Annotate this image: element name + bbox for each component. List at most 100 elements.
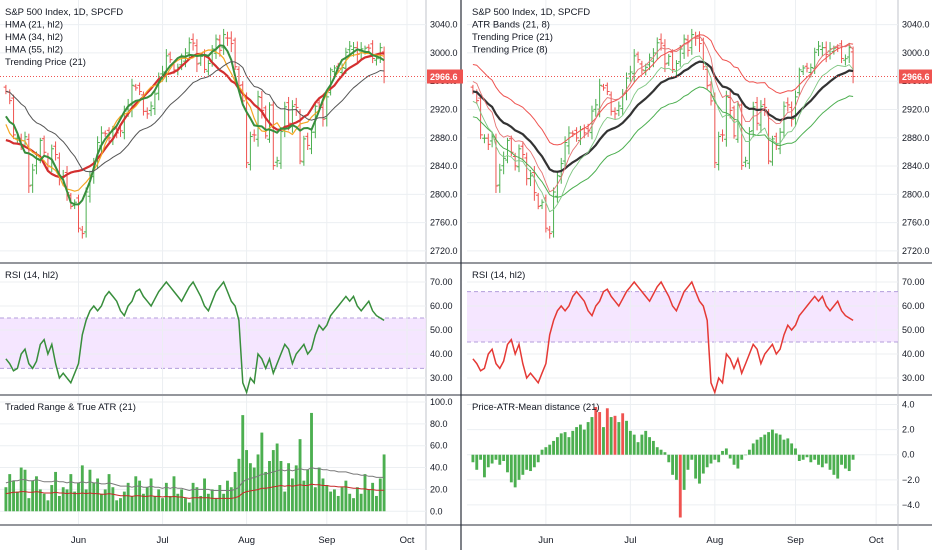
traded-range-bar	[50, 485, 54, 512]
y-tick-label: 20.0	[430, 484, 448, 494]
distance-bar	[590, 417, 594, 455]
y-tick-label: 40.00	[902, 349, 925, 359]
y-tick-label: 60.0	[430, 441, 448, 451]
distance-bar	[832, 454, 836, 475]
distance-bar	[751, 443, 755, 455]
traded-range-bar	[317, 467, 321, 512]
y-tick-label: 50.00	[902, 325, 925, 335]
traded-range-bar	[321, 478, 325, 512]
distance-bar	[513, 454, 517, 488]
traded-range-bar	[275, 443, 279, 512]
distance-bar	[479, 454, 483, 460]
distance-bar	[786, 438, 790, 455]
price-badge-box	[899, 69, 932, 84]
x-tick-label: Aug	[706, 535, 723, 546]
traded-range-bar	[279, 461, 283, 512]
distance-bar	[471, 454, 475, 463]
traded-range-bar	[306, 469, 310, 512]
y-tick-label: 50.00	[430, 325, 453, 335]
y-tick-label: 2800.0	[902, 189, 930, 199]
distance-bar	[575, 427, 579, 455]
traded-range-bar	[180, 489, 184, 512]
legend-entry: RSI (14, hl2)	[5, 270, 58, 281]
y-tick-label: 2880.0	[902, 133, 930, 143]
y-tick-label: 2840.0	[902, 161, 930, 171]
traded-range-bar	[119, 498, 122, 512]
distance-bar	[843, 454, 847, 469]
legend-entry: HMA (55, hl2)	[5, 45, 63, 56]
traded-range-bar	[141, 493, 145, 512]
distance-bar	[778, 434, 782, 455]
distance-bar	[594, 407, 598, 455]
price-badge: 2966.6	[902, 72, 930, 82]
legend-entry: S&P 500 Index, 1D, SPCFD	[472, 7, 590, 18]
traded-range-bar	[122, 491, 126, 512]
traded-range-bar	[344, 480, 348, 512]
trending-price-8-upper	[472, 35, 854, 193]
x-tick-label: Sep	[318, 535, 335, 546]
traded-range-bar	[4, 487, 8, 512]
rsi-band	[0, 318, 426, 369]
distance-bar	[698, 454, 701, 484]
legend-entry: S&P 500 Index, 1D, SPCFD	[5, 7, 123, 18]
y-tick-label: 2720.0	[430, 246, 458, 256]
distance-bar	[659, 449, 663, 455]
y-tick-label: 2880.0	[430, 133, 458, 143]
traded-range-bar	[229, 487, 233, 512]
traded-range-bar	[290, 478, 294, 512]
legend-entry: Trending Price (21)	[472, 32, 553, 43]
distance-bar	[605, 408, 609, 455]
traded-range-bar	[348, 493, 352, 512]
traded-range-bar	[96, 478, 100, 512]
traded-range-bar	[115, 500, 119, 512]
traded-range-bar	[161, 498, 164, 512]
y-tick-label: 2920.0	[430, 104, 458, 114]
y-tick-label: 60.00	[430, 301, 453, 311]
distance-bar	[763, 434, 767, 455]
trending-price-21-line	[472, 60, 854, 173]
traded-range-bar	[252, 467, 256, 512]
atr-band-lower	[472, 86, 854, 198]
y-tick-label: 70.00	[902, 277, 925, 287]
distance-bar	[824, 454, 828, 464]
traded-range-bar	[126, 482, 130, 512]
distance-bar	[828, 454, 832, 470]
traded-range-bar	[164, 482, 168, 512]
y-tick-label: 2720.0	[902, 246, 930, 256]
atr-signal-line	[5, 483, 385, 499]
distance-bar	[682, 454, 686, 490]
traded-range-bar	[233, 471, 237, 512]
traded-range-bar	[310, 412, 313, 512]
y-tick-label: 2760.0	[430, 218, 458, 228]
rsi-band	[467, 291, 898, 342]
legend-entry: Traded Range & True ATR (21)	[5, 402, 136, 413]
distance-bar	[767, 432, 771, 455]
distance-bar	[628, 430, 632, 455]
legend-entry: HMA (34, hl2)	[5, 32, 63, 43]
y-tick-label: 2920.0	[902, 104, 930, 114]
legend-entry: ATR Bands (21, 8)	[472, 20, 550, 31]
distance-bar	[490, 454, 494, 464]
y-tick-label: 40.00	[430, 349, 453, 359]
x-tick-label: Oct	[869, 535, 884, 546]
rsi-line	[5, 280, 385, 395]
y-tick-label: 2760.0	[902, 218, 930, 228]
traded-range-bar	[248, 463, 252, 512]
atr-band-upper	[472, 34, 854, 146]
x-tick-label: Oct	[400, 535, 415, 546]
x-tick-label: Jul	[156, 535, 168, 546]
distance-bar	[563, 432, 567, 455]
traded-range-bar	[302, 480, 306, 512]
distance-bar	[617, 422, 621, 455]
distance-bar	[655, 447, 659, 455]
y-tick-label: 3000.0	[902, 48, 930, 58]
traded-range-bar	[245, 450, 249, 512]
traded-range-bar	[57, 495, 61, 512]
traded-range-bar	[31, 480, 35, 512]
distance-bar	[498, 454, 502, 465]
traded-range-bar	[367, 489, 371, 512]
traded-range-bar	[65, 489, 69, 512]
distance-bar	[686, 454, 690, 470]
distance-bar	[559, 433, 563, 455]
